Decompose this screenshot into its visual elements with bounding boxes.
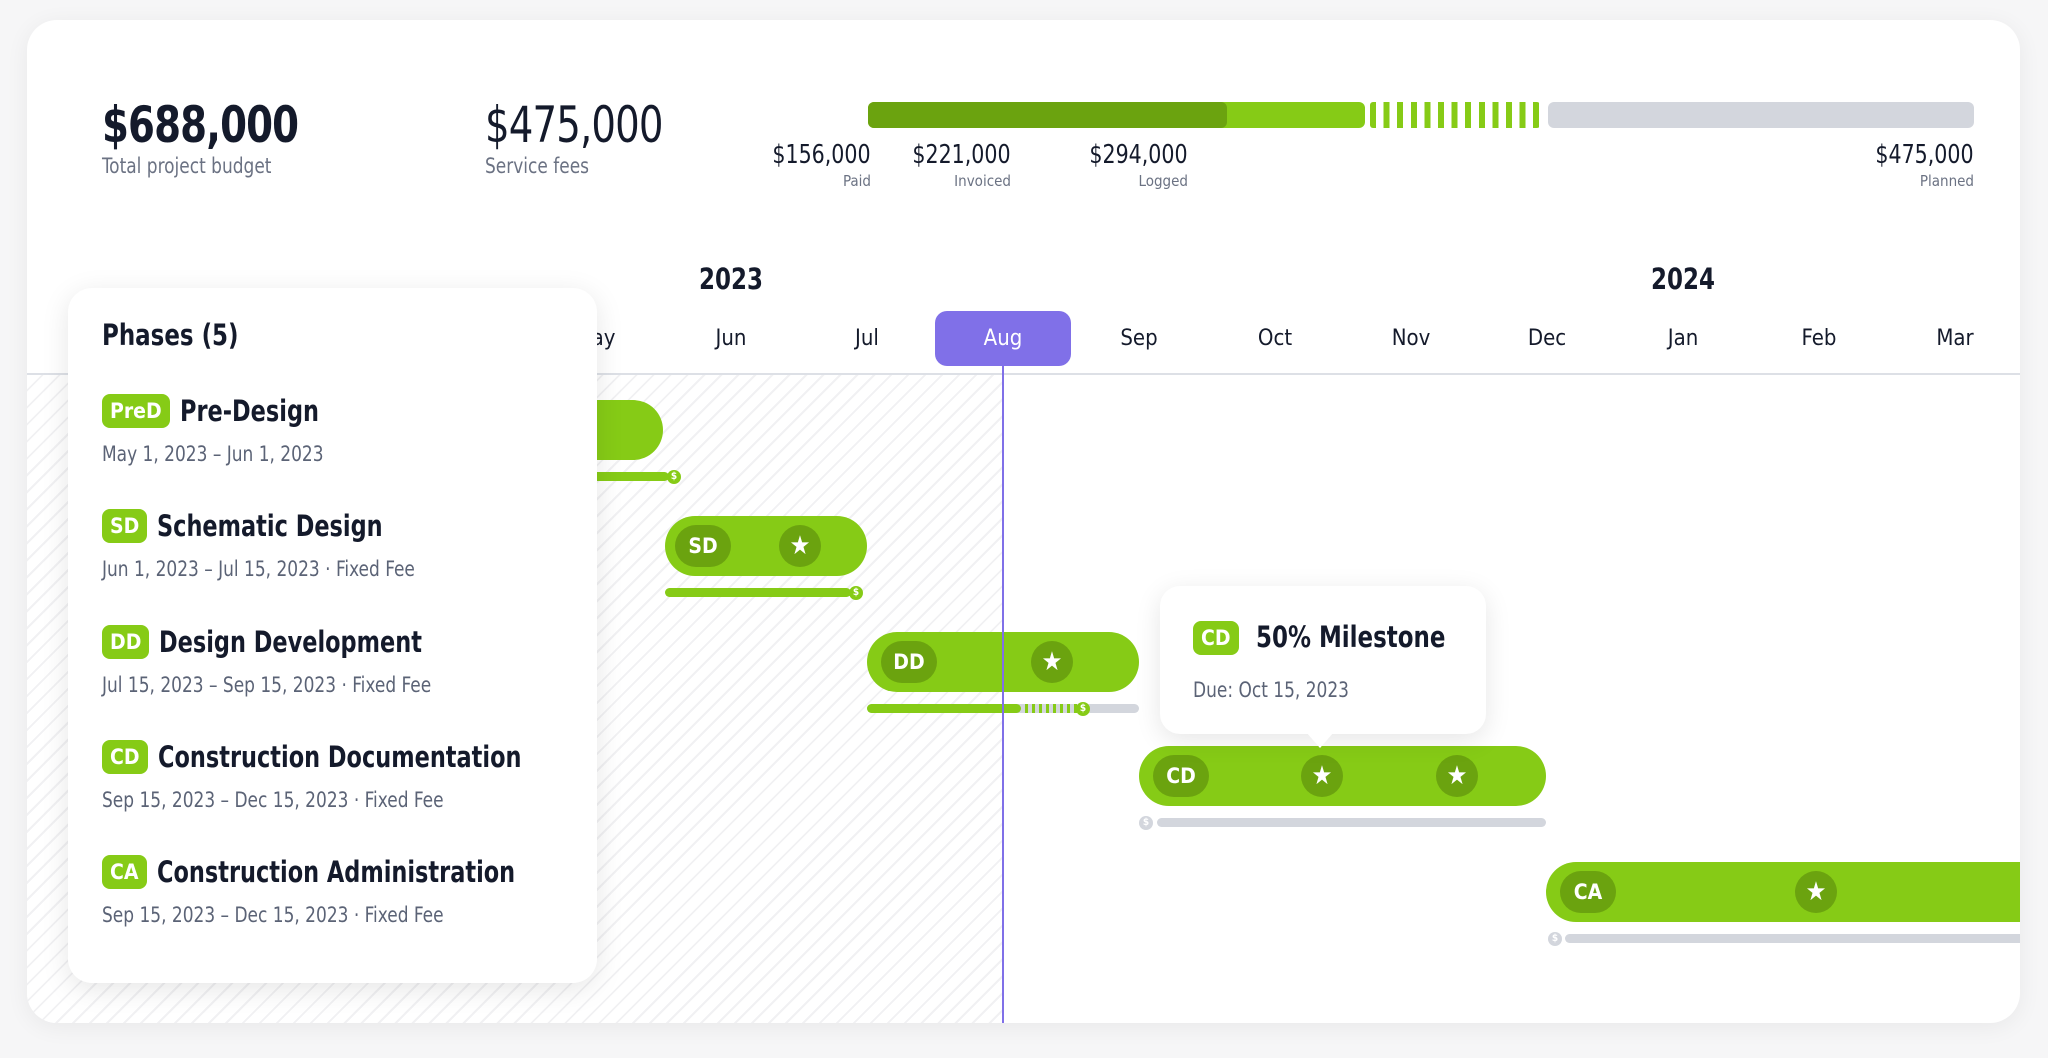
- paid-amount: $156,000 Paid: [772, 140, 871, 190]
- coin-icon: $: [849, 586, 863, 600]
- phase-meta: Sep 15, 2023 – Dec 15, 2023 · Fixed Fee: [102, 788, 444, 812]
- phase-meta: Jul 15, 2023 – Sep 15, 2023 · Fixed Fee: [102, 673, 432, 697]
- tooltip-title: 50% Milestone: [1256, 620, 1446, 654]
- service-fees-value: $475,000: [485, 96, 664, 154]
- milestone-tooltip: CD 50% Milestone Due: Oct 15, 2023: [1160, 586, 1486, 748]
- phases-panel: Phases (5) PreD Pre-Design May 1, 2023 – …: [68, 288, 597, 983]
- phase-name: Schematic Design: [157, 509, 383, 543]
- month-feb[interactable]: Feb: [1801, 326, 1837, 351]
- month-oct[interactable]: Oct: [1257, 326, 1293, 351]
- gantt-bar-cd[interactable]: CD ★ ★: [1139, 746, 1546, 806]
- month-mar[interactable]: Mar: [1936, 326, 1974, 351]
- coin-icon: $: [1076, 702, 1090, 716]
- planned-amount: $475,000 Planned: [1875, 140, 1974, 190]
- phase-pill-ca: CA: [1560, 871, 1616, 913]
- coin-icon: $: [1548, 932, 1562, 946]
- phase-tag: CD: [102, 740, 148, 774]
- gantt-bar-ca[interactable]: CA ★: [1546, 862, 2020, 922]
- phase-pill-sd: SD: [675, 525, 731, 567]
- phase-tag: PreD: [102, 394, 170, 428]
- year-2024: 2024: [1651, 262, 1715, 296]
- phase-item-pred[interactable]: PreD Pre-Design May 1, 2023 – Jun 1, 2023: [102, 394, 348, 466]
- phase-name: Construction Administration: [156, 855, 515, 889]
- phase-meta: May 1, 2023 – Jun 1, 2023: [102, 442, 324, 466]
- service-fees-kpi: $475,000 Service fees: [485, 96, 692, 178]
- total-budget-kpi: $688,000 Total project budget: [102, 96, 330, 178]
- paid-segment[interactable]: [868, 102, 1227, 128]
- phase-item-cd[interactable]: CD Construction Documentation Sep 15, 202…: [102, 740, 580, 812]
- month-nov[interactable]: Nov: [1391, 326, 1431, 351]
- project-budget-card: $688,000 Total project budget $475,000 S…: [27, 20, 2020, 1023]
- timeline-divider: [27, 373, 2020, 375]
- fee-line-dd-logged: [1025, 704, 1077, 713]
- planned-segment[interactable]: [1548, 102, 1974, 128]
- fee-line-sd: [665, 588, 851, 597]
- fee-line-dd-invoiced: [867, 704, 1021, 713]
- month-jun[interactable]: Jun: [715, 326, 747, 351]
- phase-pill-dd: DD: [881, 641, 937, 683]
- phases-panel-title: Phases (5): [102, 318, 239, 352]
- month-jan[interactable]: Jan: [1667, 326, 1699, 351]
- month-dec[interactable]: Dec: [1527, 326, 1567, 351]
- phase-name: Pre-Design: [179, 394, 319, 428]
- milestone-star-icon[interactable]: ★: [1301, 755, 1343, 797]
- phase-item-ca[interactable]: CA Construction Administration Sep 15, 20…: [102, 855, 573, 927]
- coin-icon: $: [1139, 816, 1153, 830]
- phase-name: Design Development: [159, 625, 423, 659]
- total-budget-value: $688,000: [102, 96, 299, 154]
- year-2023: 2023: [699, 262, 763, 296]
- logged-amount: $294,000 Logged: [1089, 140, 1188, 190]
- milestone-star-icon[interactable]: ★: [1031, 641, 1073, 683]
- phase-item-sd[interactable]: SD Schematic Design Jun 1, 2023 – Jul 15,…: [102, 509, 450, 581]
- phase-item-dd[interactable]: DD Design Development Jul 15, 2023 – Sep …: [102, 625, 468, 697]
- phase-tag: CA: [102, 855, 147, 889]
- phase-tag: SD: [102, 509, 148, 543]
- tooltip-phase-tag: CD: [1193, 621, 1239, 655]
- fee-line-ca: [1565, 934, 2020, 943]
- gantt-bar-sd[interactable]: SD ★: [665, 516, 867, 576]
- milestone-star-icon[interactable]: ★: [779, 525, 821, 567]
- phase-meta: Jun 1, 2023 – Jul 15, 2023 · Fixed Fee: [102, 557, 415, 581]
- total-budget-label: Total project budget: [102, 154, 272, 178]
- phase-pill-cd: CD: [1153, 755, 1209, 797]
- tooltip-due-date: Due: Oct 15, 2023: [1193, 678, 1349, 702]
- service-fees-label: Service fees: [485, 154, 590, 178]
- month-sep[interactable]: Sep: [1120, 326, 1158, 351]
- phase-meta: Sep 15, 2023 – Dec 15, 2023 · Fixed Fee: [102, 903, 444, 927]
- milestone-star-icon[interactable]: ★: [1795, 871, 1837, 913]
- invoiced-amount: $221,000 Invoiced: [912, 140, 1011, 190]
- phase-tag: DD: [102, 625, 150, 659]
- today-marker-line: [1002, 346, 1004, 1023]
- phase-name: Construction Documentation: [157, 740, 522, 774]
- milestone-star-icon[interactable]: ★: [1436, 755, 1478, 797]
- logged-segment[interactable]: [1370, 102, 1540, 128]
- month-jul[interactable]: Jul: [855, 326, 879, 351]
- fee-line-cd: [1157, 818, 1546, 827]
- coin-icon: $: [667, 470, 681, 484]
